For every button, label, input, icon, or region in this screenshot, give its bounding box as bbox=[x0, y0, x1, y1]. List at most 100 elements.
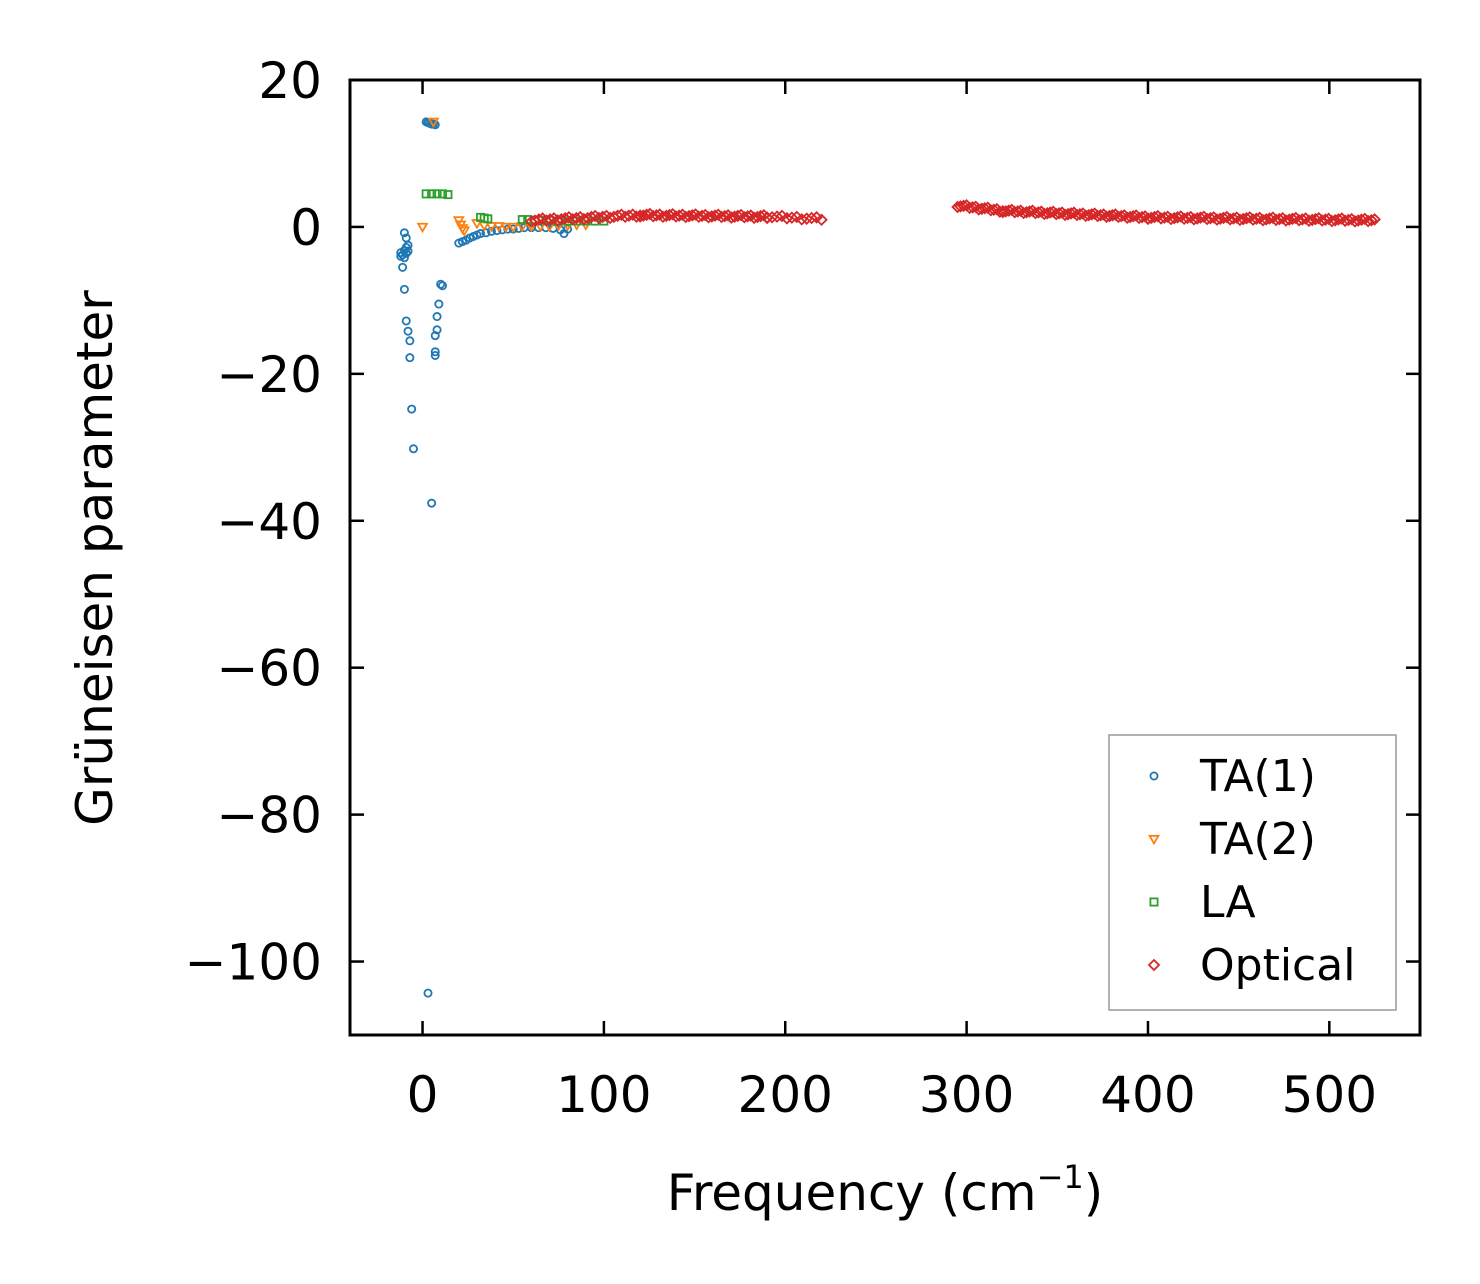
x-axis-label: Frequency (cm−1) bbox=[667, 1158, 1104, 1222]
x-tick-label: 0 bbox=[407, 1066, 439, 1124]
data-point bbox=[1187, 213, 1201, 226]
data-point bbox=[558, 212, 572, 225]
data-point bbox=[805, 211, 818, 225]
data-point bbox=[715, 210, 728, 224]
data-point bbox=[437, 281, 447, 291]
data-point bbox=[1177, 212, 1191, 225]
data-point bbox=[725, 211, 738, 224]
data-point bbox=[954, 200, 967, 213]
data-point bbox=[1167, 211, 1181, 225]
x-tick-label: 300 bbox=[919, 1066, 1014, 1124]
data-point bbox=[637, 209, 650, 222]
data-point bbox=[570, 211, 583, 225]
data-point bbox=[561, 221, 574, 232]
data-point bbox=[1223, 213, 1237, 226]
data-point bbox=[432, 189, 442, 199]
y-tick-label: −80 bbox=[216, 787, 322, 845]
data-point bbox=[679, 210, 693, 224]
data-point bbox=[1233, 213, 1247, 227]
data-point bbox=[966, 201, 979, 214]
data-point bbox=[751, 210, 764, 224]
data-point bbox=[1279, 214, 1293, 227]
data-point bbox=[403, 246, 413, 256]
data-point bbox=[622, 209, 636, 222]
plot-frame bbox=[348, 78, 1422, 1037]
data-point bbox=[1282, 213, 1296, 226]
data-point bbox=[401, 248, 411, 258]
data-point bbox=[1217, 211, 1230, 225]
legend-label: Optical bbox=[1200, 940, 1355, 991]
data-point bbox=[432, 312, 442, 322]
data-point bbox=[427, 189, 437, 199]
y-tick-label: −40 bbox=[216, 493, 322, 551]
data-point bbox=[543, 213, 557, 226]
legend-box bbox=[1108, 734, 1397, 1011]
data-point bbox=[1141, 212, 1155, 225]
data-point bbox=[780, 212, 794, 225]
data-point bbox=[405, 336, 415, 346]
x-axis-label-superscript: −1 bbox=[1037, 1158, 1084, 1196]
data-point bbox=[646, 209, 660, 223]
data-point bbox=[682, 209, 696, 223]
data-point bbox=[1112, 210, 1125, 224]
data-point bbox=[1148, 210, 1161, 224]
legend-label: TA(2) bbox=[1199, 814, 1316, 865]
data-point bbox=[747, 211, 761, 225]
data-point bbox=[1236, 212, 1250, 226]
data-point bbox=[728, 210, 741, 223]
data-point bbox=[1008, 205, 1021, 219]
x-axis-label-suffix: ) bbox=[1084, 1164, 1104, 1222]
x-tick-label: 500 bbox=[1282, 1066, 1377, 1124]
data-point bbox=[416, 222, 429, 234]
y-axis-label: Grüneisen parameter bbox=[66, 290, 124, 826]
data-points bbox=[396, 117, 1381, 998]
data-point bbox=[430, 350, 440, 360]
data-point bbox=[659, 209, 673, 223]
data-point bbox=[532, 213, 546, 226]
data-point bbox=[656, 210, 670, 224]
data-point bbox=[427, 498, 437, 508]
data-point bbox=[517, 215, 527, 225]
data-point bbox=[1315, 214, 1329, 227]
data-point bbox=[1325, 214, 1339, 228]
data-point bbox=[1190, 212, 1204, 225]
data-point bbox=[430, 331, 440, 341]
data-point bbox=[1361, 214, 1375, 228]
legend-label: TA(1) bbox=[1199, 751, 1316, 802]
data-point bbox=[1246, 213, 1260, 226]
data-point bbox=[443, 190, 453, 200]
data-point bbox=[669, 210, 683, 223]
data-point bbox=[434, 299, 444, 309]
data-point bbox=[1123, 210, 1137, 224]
data-point bbox=[692, 210, 706, 224]
data-point bbox=[436, 279, 446, 289]
data-point bbox=[481, 228, 491, 238]
data-point bbox=[1227, 212, 1240, 225]
data-point bbox=[1250, 212, 1263, 226]
data-point bbox=[975, 202, 988, 216]
data-point bbox=[1286, 212, 1299, 226]
data-point bbox=[760, 211, 774, 225]
data-point bbox=[1256, 213, 1270, 227]
data-point bbox=[483, 214, 493, 224]
data-point bbox=[1296, 213, 1309, 226]
data-point bbox=[1342, 213, 1355, 227]
legend: TA(1) TA(2) LA Optical bbox=[1108, 734, 1397, 1011]
data-point bbox=[999, 205, 1013, 218]
data-point bbox=[978, 201, 992, 215]
data-point bbox=[815, 213, 828, 226]
data-point bbox=[1049, 207, 1063, 221]
data-point bbox=[1164, 212, 1178, 226]
legend-label: LA bbox=[1200, 877, 1256, 928]
data-point bbox=[585, 210, 598, 224]
data-point bbox=[1348, 215, 1362, 228]
data-point bbox=[401, 316, 411, 326]
data-point bbox=[770, 210, 784, 223]
data-point bbox=[1351, 214, 1365, 227]
y-tick-label: 20 bbox=[258, 52, 322, 110]
data-point bbox=[500, 222, 512, 234]
data-point bbox=[785, 211, 799, 224]
y-tick-label: 0 bbox=[290, 199, 322, 257]
